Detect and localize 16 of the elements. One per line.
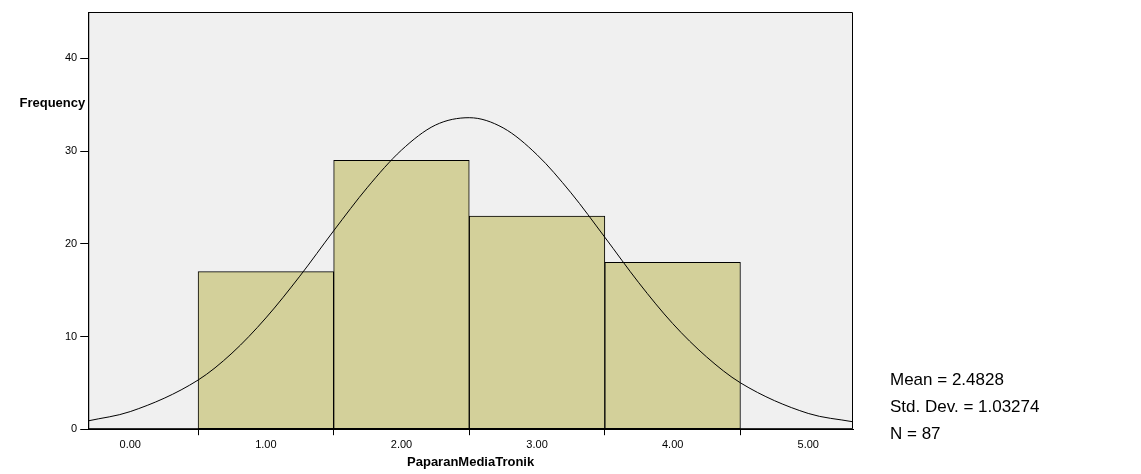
x-tick-label: 1.00	[255, 437, 277, 450]
x-tick-label: 4.00	[661, 437, 684, 450]
y-tick-label: 10	[64, 329, 78, 342]
text: Mean = 2.4828	[890, 369, 1005, 391]
text: Std. Dev. = 1.03274	[890, 396, 1040, 418]
x-tick-label: 5.00	[797, 437, 819, 450]
y-tick-label: 0	[71, 422, 78, 435]
text: N = 87	[890, 423, 942, 445]
y-tick-label: 20	[64, 236, 78, 249]
y-tick-label: 30	[64, 144, 78, 157]
x-axis-title: PaparanMediaTronik	[407, 453, 535, 469]
y-tick-label: 40	[64, 51, 78, 64]
y-axis-title: Frequency	[19, 95, 86, 111]
x-tick-label: 3.00	[526, 437, 548, 450]
x-tick-label: 0.00	[119, 437, 141, 450]
x-tick-label: 2.00	[390, 437, 413, 450]
